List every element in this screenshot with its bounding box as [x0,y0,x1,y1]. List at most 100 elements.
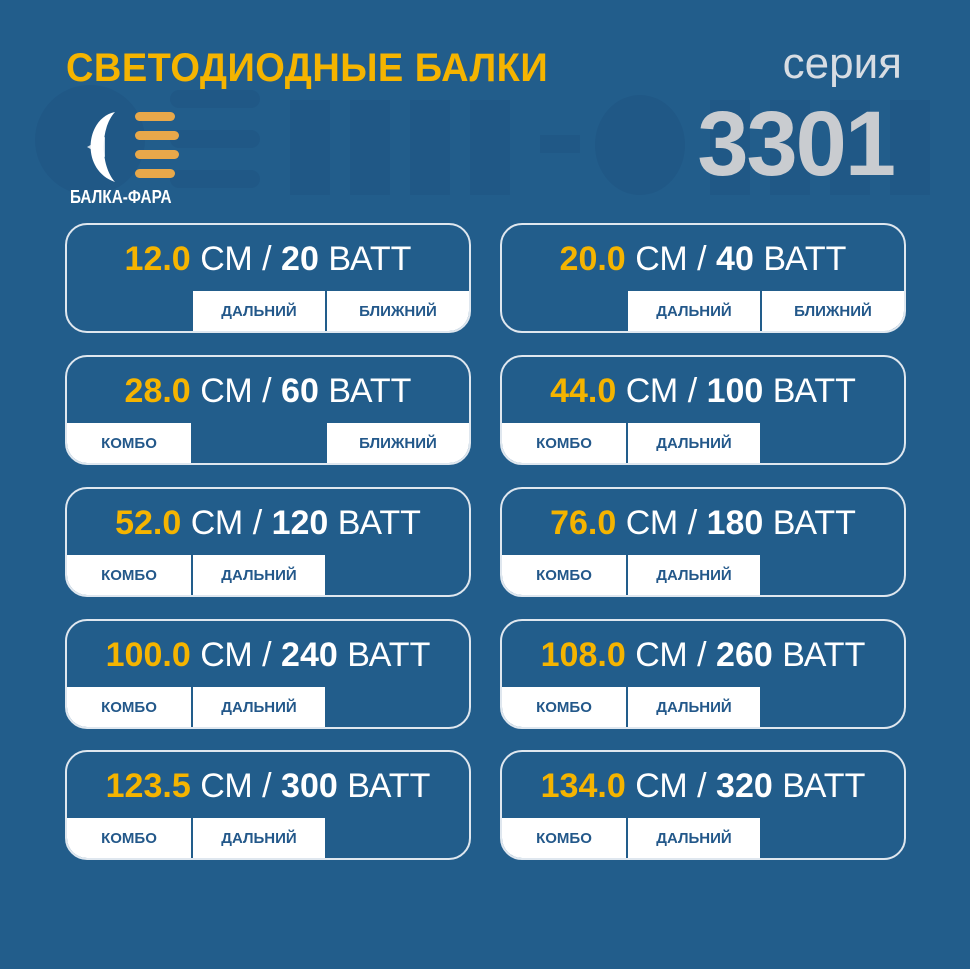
beam-types: ДАЛЬНИЙ БЛИЖНИЙ [502,291,904,331]
spec-line: 44.0 СМ / 100 ВАТТ [502,372,904,410]
beam-types: КОМБО БЛИЖНИЙ [67,423,469,463]
power-value: 20 [281,240,319,278]
beam-type-tag: БЛИЖНИЙ [325,291,469,331]
power-unit: ВАТТ [347,767,431,805]
spec-card: 52.0 СМ / 120 ВАТТ КОМБО ДАЛЬНИЙ [65,487,471,597]
length-unit: СМ [625,372,679,410]
separator: / [252,504,263,542]
beam-type-tag [760,818,904,858]
beam-type-tag: КОМБО [502,423,626,463]
beam-type-tag [67,291,191,331]
spec-line: 108.0 СМ / 260 ВАТТ [502,636,904,674]
power-unit: ВАТТ [782,636,866,674]
length-value: 20.0 [559,240,626,278]
beam-type-tag: ДАЛЬНИЙ [191,291,325,331]
beam-type-tag: ДАЛЬНИЙ [191,687,325,727]
spec-card: 20.0 СМ / 40 ВАТТ ДАЛЬНИЙ БЛИЖНИЙ [500,223,906,333]
power-value: 260 [716,636,773,674]
beam-types: КОМБО ДАЛЬНИЙ [502,687,904,727]
spec-card: 28.0 СМ / 60 ВАТТ КОМБО БЛИЖНИЙ [65,355,471,465]
beam-type-tag [325,818,469,858]
page-title: СВЕТОДИОДНЫЕ БАЛКИ [66,46,549,90]
length-value: 52.0 [115,504,182,542]
spec-line: 52.0 СМ / 120 ВАТТ [67,504,469,542]
separator: / [262,636,272,674]
length-value: 28.0 [124,372,191,410]
spec-card: 44.0 СМ / 100 ВАТТ КОМБО ДАЛЬНИЙ [500,355,906,465]
length-value: 100.0 [105,636,191,674]
spec-card: 12.0 СМ / 20 ВАТТ ДАЛЬНИЙ БЛИЖНИЙ [65,223,471,333]
spec-card: 108.0 СМ / 260 ВАТТ КОМБО ДАЛЬНИЙ [500,619,906,729]
beam-type-tag: ДАЛЬНИЙ [626,555,760,595]
power-value: 100 [706,372,764,410]
separator: / [697,636,707,674]
power-unit: ВАТТ [337,504,421,542]
beam-type-tag [760,687,904,727]
separator: / [687,504,698,542]
power-value: 300 [281,767,338,805]
beam-type-tag: ДАЛЬНИЙ [626,291,760,331]
power-unit: ВАТТ [782,767,866,805]
power-value: 320 [716,767,773,805]
beam-type-tag [191,423,325,463]
length-unit: СМ [625,504,679,542]
length-value: 123.5 [105,767,191,805]
beam-types: КОМБО ДАЛЬНИЙ [67,818,469,858]
length-unit: СМ [200,372,253,410]
spec-card: 134.0 СМ / 320 ВАТТ КОМБО ДАЛЬНИЙ [500,750,906,860]
beam-type-tag [760,555,904,595]
beam-type-tag: БЛИЖНИЙ [760,291,904,331]
length-unit: СМ [635,636,688,674]
power-value: 60 [281,372,319,410]
spec-line: 28.0 СМ / 60 ВАТТ [67,372,469,410]
separator: / [687,372,698,410]
length-unit: СМ [200,240,253,278]
power-value: 240 [281,636,338,674]
spec-line: 123.5 СМ / 300 ВАТТ [67,767,469,805]
power-value: 40 [716,240,754,278]
length-unit: СМ [200,636,253,674]
beam-type-tag: ДАЛЬНИЙ [626,423,760,463]
power-unit: ВАТТ [772,372,856,410]
beam-type-tag [760,423,904,463]
power-unit: ВАТТ [772,504,856,542]
spec-card: 100.0 СМ / 240 ВАТТ КОМБО ДАЛЬНИЙ [65,619,471,729]
beam-types: КОМБО ДАЛЬНИЙ [502,555,904,595]
separator: / [697,767,707,805]
spec-line: 12.0 СМ / 20 ВАТТ [67,240,469,278]
beam-type-tag [325,687,469,727]
power-unit: ВАТТ [328,372,412,410]
separator: / [262,372,272,410]
logo-text: БАЛКА-ФАРА [70,187,172,207]
beam-type-tag: КОМБО [67,687,191,727]
length-unit: СМ [190,504,244,542]
beam-type-tag: ДАЛЬНИЙ [191,555,325,595]
beam-type-tag: ДАЛЬНИЙ [626,687,760,727]
beam-types: КОМБО ДАЛЬНИЙ [67,687,469,727]
length-unit: СМ [635,767,688,805]
length-value: 134.0 [540,767,626,805]
spec-card: 123.5 СМ / 300 ВАТТ КОМБО ДАЛЬНИЙ [65,750,471,860]
power-unit: ВАТТ [328,240,412,278]
beam-types: КОМБО ДАЛЬНИЙ [502,818,904,858]
headlight-logo-icon [87,112,179,182]
beam-types: КОМБО ДАЛЬНИЙ [67,555,469,595]
length-value: 108.0 [540,636,626,674]
beam-type-tag [502,291,626,331]
beam-type-tag: КОМБО [67,818,191,858]
beam-type-tag: КОМБО [502,687,626,727]
watermark-logo [35,85,930,195]
series-number: 3301 [697,93,896,195]
length-value: 76.0 [550,504,617,542]
series-label: серия [782,39,902,88]
power-unit: ВАТТ [763,240,847,278]
beam-type-tag: БЛИЖНИЙ [325,423,469,463]
power-unit: ВАТТ [347,636,431,674]
beam-type-tag: КОМБО [502,555,626,595]
beam-type-tag: КОМБО [502,818,626,858]
beam-type-tag: ДАЛЬНИЙ [191,818,325,858]
length-value: 12.0 [124,240,191,278]
length-unit: СМ [635,240,688,278]
beam-type-tag: КОМБО [67,423,191,463]
separator: / [697,240,707,278]
